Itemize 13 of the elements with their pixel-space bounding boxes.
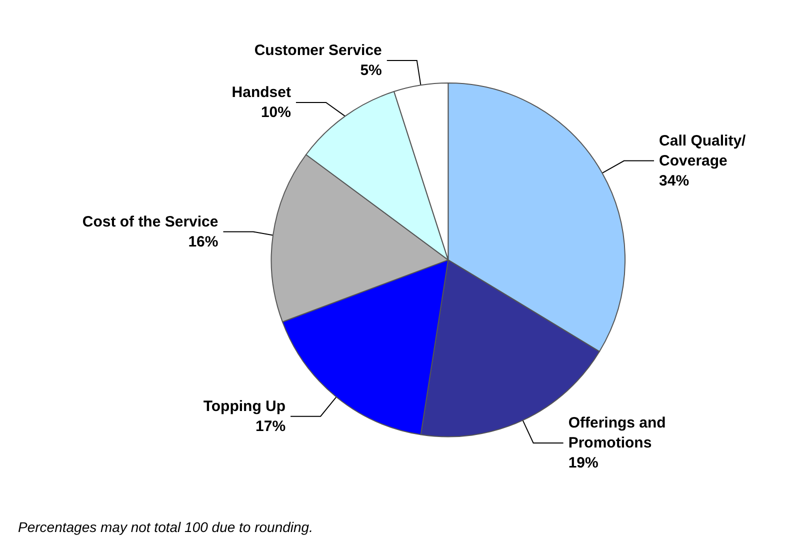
text: Percentages may not total 100 due to rounding. bbox=[18, 519, 313, 535]
data-label: 34% bbox=[659, 172, 690, 190]
slice-label: Cost of the Service bbox=[82, 213, 218, 230]
slice-label: Call Quality/ Coverage bbox=[659, 132, 747, 170]
data-label: 10% bbox=[260, 104, 291, 121]
data-label: 17% bbox=[256, 418, 286, 435]
data-label: 19% bbox=[568, 454, 598, 472]
data-label: 5% bbox=[360, 62, 382, 79]
slice-label: Customer Service bbox=[254, 42, 382, 59]
slice-label: Topping Up bbox=[203, 398, 286, 415]
slice-label: Offerings and Promotions bbox=[568, 414, 666, 452]
slice-label: Handset bbox=[232, 84, 291, 101]
data-label: 16% bbox=[188, 233, 218, 250]
